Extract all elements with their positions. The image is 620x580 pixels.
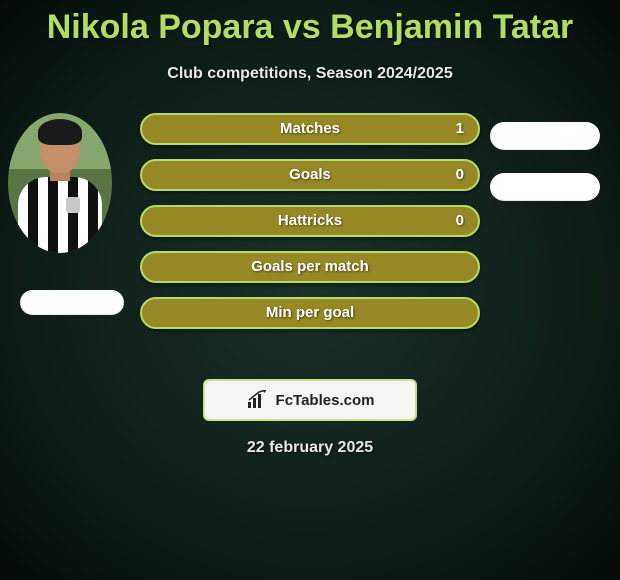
comparison-content: Matches 1 Goals 0 Hattricks 0 Goals per …: [0, 113, 620, 373]
placeholder-pill-left-1: [20, 290, 124, 315]
page-title: Nikola Popara vs Benjamin Tatar: [0, 0, 620, 47]
brand-badge[interactable]: FcTables.com: [203, 379, 417, 421]
chart-icon: [246, 390, 270, 410]
brand-text: FcTables.com: [276, 392, 375, 409]
stat-value: 0: [456, 207, 464, 235]
stat-bar-hattricks: Hattricks 0: [140, 205, 480, 237]
stat-label: Matches: [280, 115, 340, 143]
stat-value: 1: [456, 115, 464, 143]
page-subtitle: Club competitions, Season 2024/2025: [0, 65, 620, 83]
stat-bar-gpm: Goals per match: [140, 251, 480, 283]
stat-label: Min per goal: [266, 299, 354, 327]
stat-bar-matches: Matches 1: [140, 113, 480, 145]
stat-label: Goals: [289, 161, 331, 189]
stat-bars: Matches 1 Goals 0 Hattricks 0 Goals per …: [140, 113, 480, 343]
stat-label: Goals per match: [251, 253, 369, 281]
placeholder-pill-right-1: [490, 122, 600, 150]
stat-bar-mpg: Min per goal: [140, 297, 480, 329]
stat-value: 0: [456, 161, 464, 189]
stat-bar-goals: Goals 0: [140, 159, 480, 191]
player-left-avatar: [8, 113, 112, 253]
stat-label: Hattricks: [278, 207, 342, 235]
placeholder-pill-right-2: [490, 173, 600, 201]
footer-date: 22 february 2025: [0, 439, 620, 457]
